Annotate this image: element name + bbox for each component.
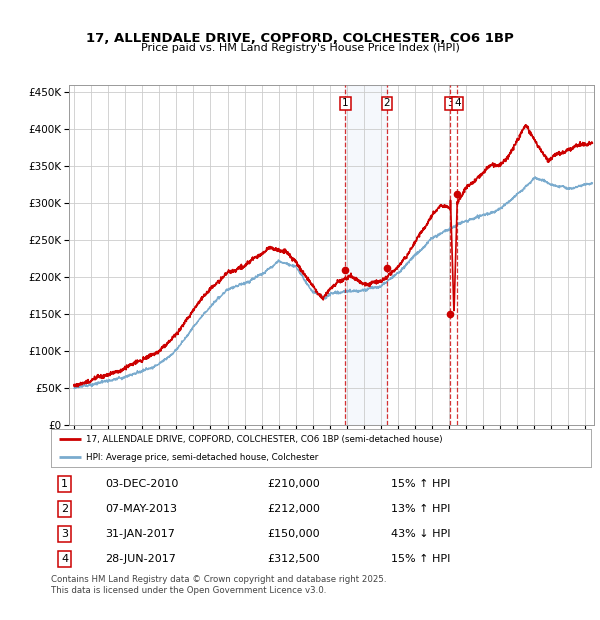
Text: 43% ↓ HPI: 43% ↓ HPI — [391, 529, 451, 539]
Text: £212,000: £212,000 — [267, 504, 320, 514]
Text: £210,000: £210,000 — [267, 479, 320, 489]
Text: 15% ↑ HPI: 15% ↑ HPI — [391, 554, 451, 564]
Text: 2: 2 — [61, 504, 68, 514]
Text: Contains HM Land Registry data © Crown copyright and database right 2025.
This d: Contains HM Land Registry data © Crown c… — [51, 575, 386, 595]
Text: 3: 3 — [61, 529, 68, 539]
Text: Price paid vs. HM Land Registry's House Price Index (HPI): Price paid vs. HM Land Registry's House … — [140, 43, 460, 53]
Text: 15% ↑ HPI: 15% ↑ HPI — [391, 479, 451, 489]
Text: 1: 1 — [342, 99, 349, 108]
Text: £312,500: £312,500 — [267, 554, 320, 564]
Text: 3: 3 — [447, 99, 454, 108]
Text: 4: 4 — [61, 554, 68, 564]
Text: 07-MAY-2013: 07-MAY-2013 — [105, 504, 177, 514]
Text: 17, ALLENDALE DRIVE, COPFORD, COLCHESTER, CO6 1BP: 17, ALLENDALE DRIVE, COPFORD, COLCHESTER… — [86, 32, 514, 45]
Text: HPI: Average price, semi-detached house, Colchester: HPI: Average price, semi-detached house,… — [86, 453, 319, 462]
Text: 4: 4 — [454, 99, 461, 108]
Text: 17, ALLENDALE DRIVE, COPFORD, COLCHESTER, CO6 1BP (semi-detached house): 17, ALLENDALE DRIVE, COPFORD, COLCHESTER… — [86, 435, 443, 443]
Text: 1: 1 — [61, 479, 68, 489]
Bar — [346, 85, 387, 425]
Text: 31-JAN-2017: 31-JAN-2017 — [105, 529, 175, 539]
Text: £150,000: £150,000 — [267, 529, 320, 539]
Text: 03-DEC-2010: 03-DEC-2010 — [105, 479, 178, 489]
Text: 2: 2 — [383, 99, 390, 108]
Text: 28-JUN-2017: 28-JUN-2017 — [105, 554, 176, 564]
Text: 13% ↑ HPI: 13% ↑ HPI — [391, 504, 451, 514]
